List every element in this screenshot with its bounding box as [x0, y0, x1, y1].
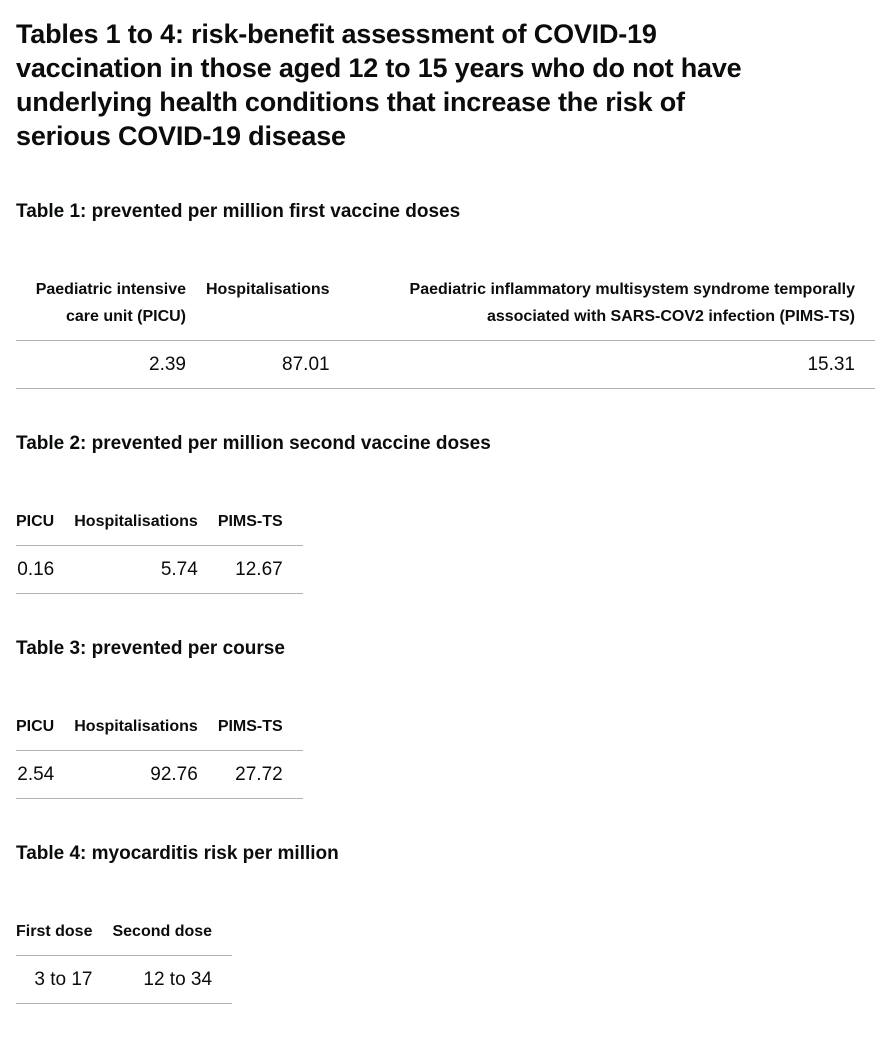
table-header-cell: PICU [16, 703, 75, 751]
table-4-data-row: 3 to 17 12 to 34 [16, 955, 233, 1004]
table-header-cell: Second dose [112, 908, 233, 956]
table-header-cell: Hospitalisations [74, 703, 218, 751]
table-cell: 12.67 [217, 545, 303, 594]
table-header-cell: Paediatric inflammatory multisystem synd… [349, 266, 875, 341]
page-title: Tables 1 to 4: risk-benefit assessment o… [16, 19, 742, 151]
table-4-header-row: First dose Second dose [16, 908, 233, 956]
table-cell: 2.39 [16, 340, 206, 389]
table-3: PICU Hospitalisations PIMS-TS 2.54 92.76… [16, 703, 303, 799]
table-header-cell: PICU [16, 498, 75, 546]
table-1-data-row: 2.39 87.01 15.31 [16, 340, 875, 389]
table-cell: 87.01 [206, 340, 350, 389]
document-page: Tables 1 to 4: risk-benefit assessment o… [0, 17, 891, 1041]
table-2-data-row: 0.16 5.74 12.67 [16, 545, 303, 594]
table-cell: 15.31 [349, 340, 875, 389]
table-2-header-row: PICU Hospitalisations PIMS-TS [16, 498, 303, 546]
table-1-header-row: Paediatric intensive care unit (PICU) Ho… [16, 266, 875, 341]
table-4-caption: Table 4: myocarditis risk per million [16, 843, 339, 864]
table-4: First dose Second dose 3 to 17 12 to 34 [16, 908, 233, 1004]
table-2-caption: Table 2: prevented per million second va… [16, 433, 491, 454]
table-cell: 0.16 [16, 545, 75, 594]
table-cell: 92.76 [74, 750, 218, 799]
table-header-cell: Paediatric intensive care unit (PICU) [16, 266, 206, 341]
table-cell: 12 to 34 [112, 955, 233, 1004]
table-header-cell: Hospitalisations [206, 266, 350, 341]
table-cell: 3 to 17 [16, 955, 113, 1004]
table-header-cell: Hospitalisations [74, 498, 218, 546]
table-1-caption: Table 1: prevented per million first vac… [16, 201, 461, 222]
table-3-header-row: PICU Hospitalisations PIMS-TS [16, 703, 303, 751]
table-2: PICU Hospitalisations PIMS-TS 0.16 5.74 … [16, 498, 303, 594]
table-1: Paediatric intensive care unit (PICU) Ho… [16, 266, 875, 389]
table-3-caption: Table 3: prevented per course [16, 638, 285, 659]
table-cell: 2.54 [16, 750, 75, 799]
table-3-data-row: 2.54 92.76 27.72 [16, 750, 303, 799]
table-header-cell: PIMS-TS [217, 703, 303, 751]
table-cell: 5.74 [74, 545, 218, 594]
table-header-cell: PIMS-TS [217, 498, 303, 546]
table-cell: 27.72 [217, 750, 303, 799]
table-header-cell: First dose [16, 908, 113, 956]
